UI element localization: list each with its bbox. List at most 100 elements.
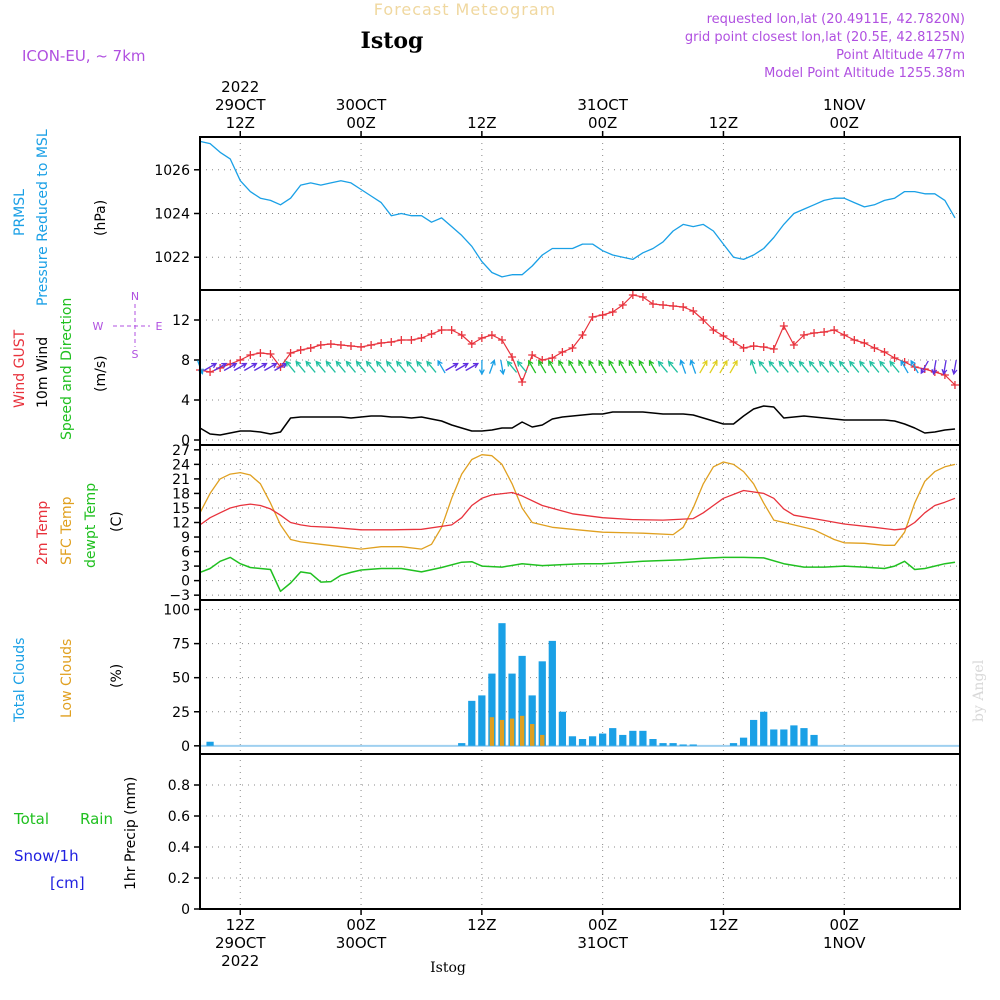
- bottom-time-label: 12Z: [709, 916, 738, 934]
- total-clouds-bar: [609, 728, 617, 746]
- wind-direction-arrow: [598, 359, 607, 374]
- wind-gust-point: [407, 336, 416, 344]
- total-clouds-bar: [478, 695, 486, 746]
- wind-direction-arrow: [699, 359, 708, 374]
- wind-direction-arrow: [568, 359, 577, 374]
- y-tick-label: 0: [181, 739, 190, 755]
- y-tick-label: −3: [169, 588, 190, 604]
- wind-direction-arrow: [325, 360, 336, 373]
- y-tick-label: 1022: [154, 250, 190, 266]
- bottom-time-label: 00Z: [830, 916, 859, 934]
- wind-direction-arrow: [437, 359, 446, 374]
- top-time-label: 2022: [221, 78, 259, 96]
- y-tick-label: 0.6: [168, 809, 190, 825]
- wind-direction-arrow: [528, 359, 537, 374]
- low-clouds-bar: [519, 715, 525, 746]
- y-tick-label: 0.8: [168, 778, 190, 794]
- total-clouds-label: Total Clouds: [12, 638, 28, 723]
- wind-gust-point: [568, 344, 577, 352]
- wind-gust-point: [477, 334, 486, 342]
- total-clouds-bar: [518, 655, 526, 746]
- model-altitude: Model Point Altitude 1255.38m: [764, 66, 965, 81]
- wind-direction-arrow: [608, 359, 617, 374]
- y-tick-label: 21: [172, 472, 190, 488]
- faint-title: Forecast Meteogram: [374, 0, 556, 19]
- wind-gust-point: [638, 293, 647, 301]
- temp-2m-label: 2m Temp: [35, 501, 51, 565]
- bottom-time-label: 29OCT: [215, 934, 266, 952]
- wind-direction-arrow: [828, 360, 840, 373]
- top-time-label: 12Z: [467, 114, 496, 132]
- wind-direction-arrow: [295, 360, 306, 373]
- compass-rose: W E N S: [93, 290, 163, 361]
- temp-dewpt-label: dewpt Temp: [83, 483, 99, 568]
- wind-gust-point: [427, 330, 436, 338]
- wind-direction-arrow: [233, 362, 248, 372]
- wind-gust-point: [246, 351, 255, 359]
- y-tick-label: 18: [172, 486, 190, 502]
- wind-direction-arrow: [689, 359, 697, 374]
- top-time-label: 00Z: [346, 114, 375, 132]
- wind-direction-arrow: [879, 360, 890, 373]
- wind-gust-series-line: [199, 294, 956, 386]
- total-clouds-bar: [649, 739, 657, 746]
- total-clouds-bar: [679, 744, 687, 746]
- wind-direction-arrow: [538, 359, 547, 374]
- prmsl-label: PRMSL: [12, 189, 28, 236]
- wind-gust-point: [518, 378, 527, 386]
- y-tick-label: 8: [181, 353, 190, 369]
- rain-label: Rain: [80, 810, 113, 828]
- y-tick-label: 12: [172, 516, 190, 532]
- wind-gust-point: [497, 336, 506, 344]
- wind-direction-arrow: [951, 359, 958, 376]
- grid-point-coords: grid point closest lon,lat (20.5E, 42.81…: [685, 30, 965, 45]
- wind-direction-arrow: [253, 362, 268, 372]
- bottom-time-label: 00Z: [588, 916, 617, 934]
- wind-direction-arrow: [478, 360, 485, 376]
- wind-gust-point: [820, 328, 829, 336]
- y-tick-label: 0: [181, 574, 190, 590]
- total-clouds-bar: [760, 711, 768, 746]
- panel-frames: [199, 131, 961, 915]
- wind-direction-arrow: [213, 362, 228, 372]
- y-tick-label: 0.4: [168, 840, 190, 856]
- wind-gust-point: [850, 336, 859, 344]
- temp-unit: (C): [109, 511, 125, 532]
- pressure-unit: (hPa): [93, 200, 109, 236]
- wind-gust-point: [457, 331, 466, 339]
- wind-gust-point: [417, 334, 426, 342]
- wind-direction-arrow: [465, 362, 480, 372]
- y-tick-label: 4: [181, 393, 190, 409]
- top-time-label: 30OCT: [336, 96, 387, 114]
- y-tick-label: 1024: [154, 207, 190, 223]
- wind-direction-arrow: [588, 359, 597, 374]
- wind-direction-arrow: [758, 360, 769, 373]
- wind-direction-arrow: [798, 360, 809, 373]
- wind-gust-point: [628, 291, 637, 299]
- wind-gust-point: [860, 339, 869, 347]
- wind-direction-arrow: [285, 360, 296, 373]
- y-tick-label: 75: [172, 637, 190, 653]
- wind-direction-arrow: [335, 360, 346, 373]
- y-tick-label: 0.2: [168, 871, 190, 887]
- top-time-label: 00Z: [830, 114, 859, 132]
- wind-direction-arrow: [869, 360, 880, 373]
- top-time-label: 00Z: [588, 114, 617, 132]
- sfc-temp-series-line: [199, 454, 956, 550]
- wind-direction-arrow: [749, 359, 757, 374]
- bottom-time-label: 1NOV: [823, 934, 866, 952]
- y-tick-label: 0: [181, 433, 190, 449]
- footer-station: Istog: [430, 960, 466, 976]
- precip-unit: 1hr Precip (mm): [123, 777, 139, 890]
- wind-direction-arrow: [859, 360, 870, 373]
- requested-coords: requested lon,lat (20.4911E, 42.7820N): [707, 12, 965, 27]
- wind-direction-arrow: [931, 359, 938, 376]
- temp-2m-series-line: [199, 489, 956, 531]
- wind-direction-arrow: [657, 360, 668, 373]
- total-clouds-bar: [599, 733, 607, 746]
- top-time-label: 29OCT: [215, 96, 266, 114]
- wind-direction-arrow: [506, 360, 518, 373]
- wind-gust-point: [548, 354, 557, 362]
- wind-gust-point: [508, 353, 517, 361]
